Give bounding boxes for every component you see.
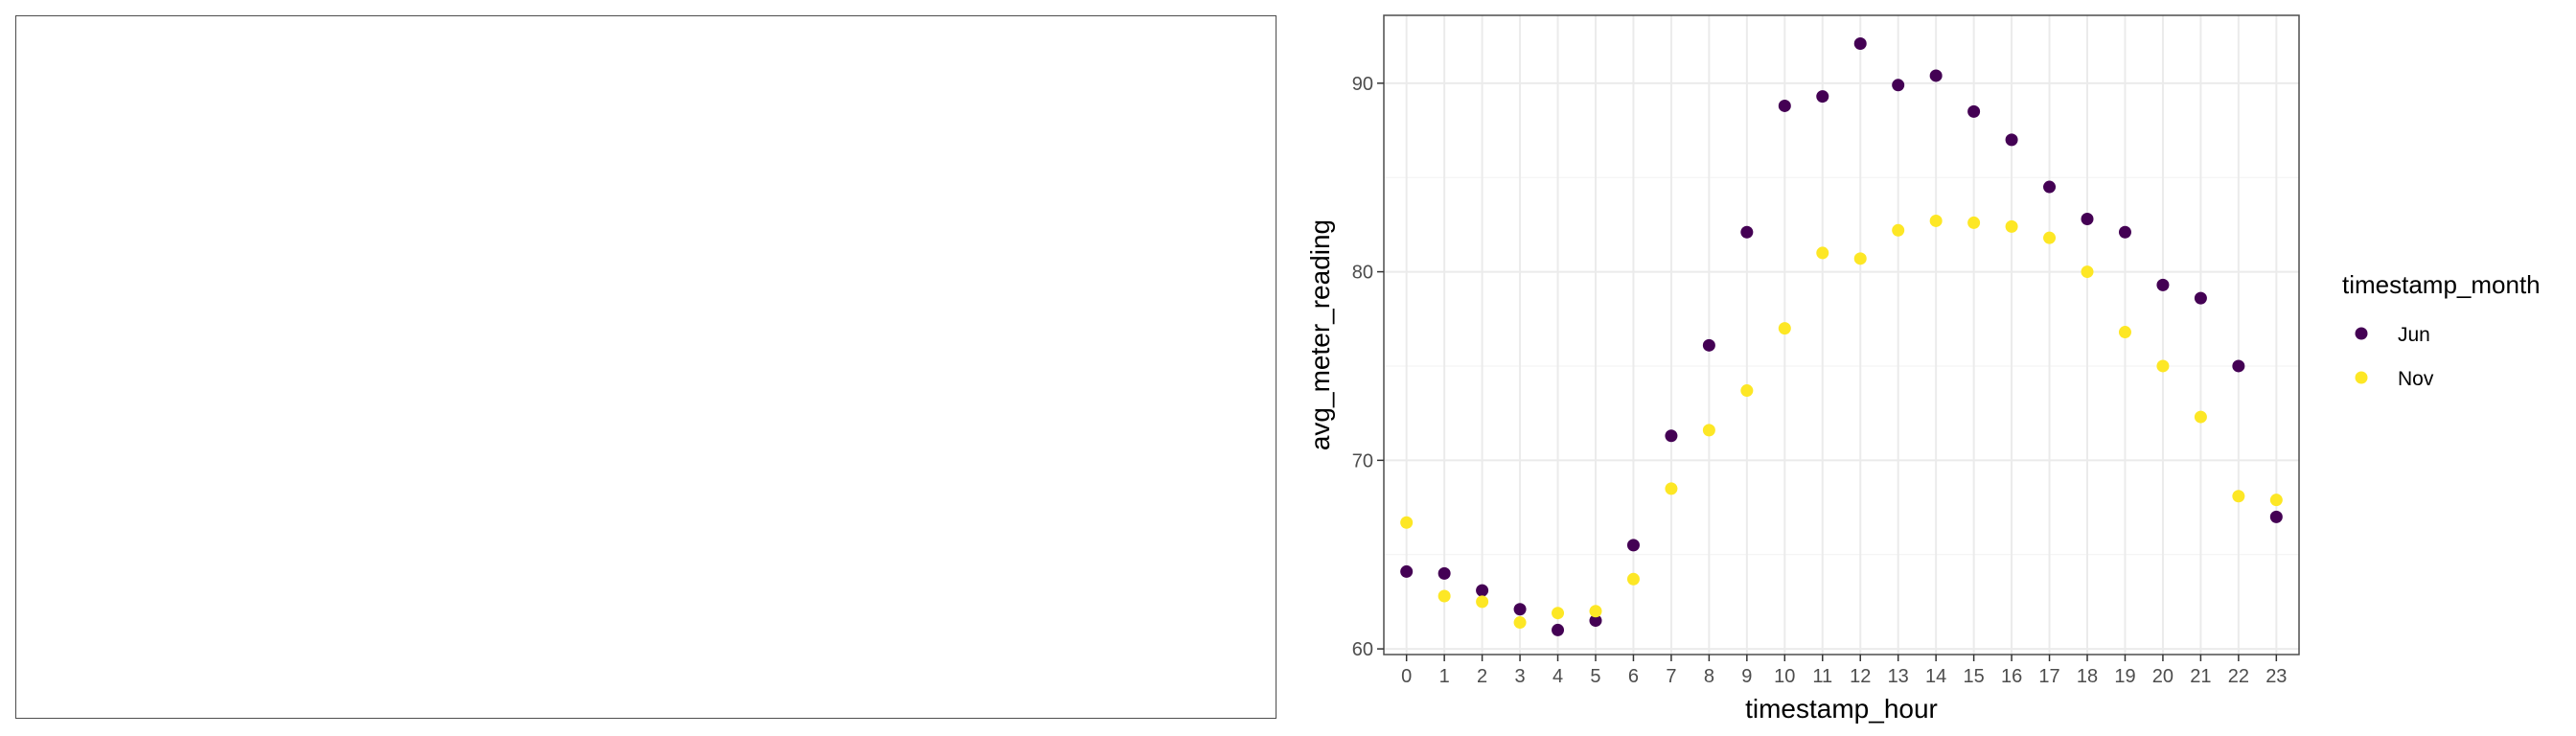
- legend-label: Nov: [2398, 368, 2434, 390]
- point-nov: [1892, 223, 1905, 237]
- x-tick-label: 3: [1515, 666, 1526, 687]
- x-tick-label: 0: [1401, 666, 1412, 687]
- point-jun: [1967, 104, 1981, 118]
- x-tick-label: 14: [1925, 666, 1946, 687]
- x-axis: 0 1 2 3 4 5 6 7 8 9 10 11 12 13 14 15 16 17 18 19 20 21 22 23: [1401, 655, 2287, 687]
- point-jun: [1513, 603, 1527, 616]
- point-nov: [2005, 219, 2018, 233]
- x-tick-label: 12: [1850, 666, 1871, 687]
- point-jun: [2005, 133, 2018, 147]
- x-tick-label: 6: [1628, 666, 1639, 687]
- x-tick-label: 13: [1888, 666, 1909, 687]
- legend-title: timestamp_month: [2342, 270, 2541, 299]
- point-nov: [1929, 214, 1943, 227]
- plot-area: [1384, 15, 2299, 655]
- point-jun: [1853, 37, 1867, 51]
- point-nov: [2118, 326, 2131, 339]
- point-jun: [1665, 429, 1678, 443]
- point-nov: [1740, 384, 1754, 398]
- legend-key-nov: [2355, 371, 2368, 384]
- x-tick-label: 8: [1704, 666, 1714, 687]
- grid-minor: [1384, 176, 2299, 556]
- x-tick-label: 4: [1552, 666, 1563, 687]
- empty-plot-panel: [15, 15, 1276, 719]
- y-axis: 60 70 80 90: [1352, 74, 1384, 660]
- x-tick-label: 19: [2114, 666, 2135, 687]
- x-tick-label: 23: [2266, 666, 2287, 687]
- data-points: [1400, 37, 2283, 636]
- point-nov: [1853, 252, 1867, 265]
- point-jun: [1702, 338, 1715, 352]
- point-nov: [1400, 516, 1414, 529]
- y-tick-label: 90: [1352, 74, 1373, 95]
- point-nov: [2269, 494, 2283, 507]
- point-jun: [1892, 79, 1905, 92]
- x-tick-label: 16: [2001, 666, 2022, 687]
- x-tick-label: 2: [1477, 666, 1487, 687]
- point-jun: [1589, 614, 1602, 628]
- point-jun: [2043, 180, 2057, 194]
- point-nov: [1967, 216, 1981, 229]
- point-jun: [1816, 90, 1829, 104]
- x-tick-label: 9: [1741, 666, 1752, 687]
- point-jun: [1438, 566, 1451, 580]
- legend-key-jun: [2355, 327, 2368, 340]
- point-jun: [1778, 99, 1791, 112]
- y-tick-label: 70: [1352, 450, 1373, 472]
- grid-major: [1384, 15, 2299, 655]
- point-jun: [1929, 69, 1943, 82]
- x-tick-label: 21: [2190, 666, 2211, 687]
- legend-label: Jun: [2398, 324, 2430, 346]
- point-nov: [1665, 482, 1678, 495]
- plot-border: [1383, 14, 2300, 656]
- point-nov: [1816, 246, 1829, 260]
- point-jun: [2269, 510, 2283, 523]
- legend: timestamp_month Jun Nov: [2342, 270, 2541, 390]
- point-jun: [1626, 539, 1640, 552]
- point-nov: [1438, 589, 1451, 603]
- point-jun: [1476, 584, 1489, 597]
- point-nov: [1513, 616, 1527, 630]
- point-jun: [2118, 225, 2131, 239]
- x-tick-label: 11: [1812, 666, 1832, 687]
- point-jun: [2194, 291, 2207, 305]
- y-axis-title: avg_meter_reading: [1305, 219, 1335, 450]
- x-tick-label: 22: [2228, 666, 2249, 687]
- x-tick-label: 20: [2152, 666, 2174, 687]
- point-nov: [1552, 607, 1565, 620]
- point-nov: [2043, 231, 2057, 244]
- x-tick-label: 10: [1774, 666, 1795, 687]
- point-nov: [2081, 265, 2094, 279]
- point-nov: [2156, 359, 2170, 373]
- point-nov: [1778, 322, 1791, 335]
- y-tick-label: 60: [1352, 639, 1373, 660]
- point-nov: [2232, 490, 2245, 503]
- x-tick-label: 15: [1963, 666, 1984, 687]
- point-jun: [1552, 623, 1565, 636]
- point-jun: [1400, 564, 1414, 578]
- point-nov: [2194, 410, 2207, 424]
- x-tick-label: 18: [2077, 666, 2098, 687]
- point-jun: [2156, 278, 2170, 291]
- point-nov: [1626, 572, 1640, 586]
- x-tick-label: 5: [1590, 666, 1600, 687]
- point-nov: [1476, 595, 1489, 609]
- point-jun: [1740, 225, 1754, 239]
- point-jun: [2081, 212, 2094, 225]
- x-tick-label: 7: [1666, 666, 1676, 687]
- point-jun: [2232, 359, 2245, 373]
- y-tick-label: 80: [1352, 263, 1373, 284]
- point-nov: [1589, 605, 1602, 618]
- x-axis-title: timestamp_hour: [1745, 694, 1938, 724]
- x-tick-label: 17: [2038, 666, 2059, 687]
- point-nov: [1702, 424, 1715, 437]
- x-tick-label: 1: [1439, 666, 1450, 687]
